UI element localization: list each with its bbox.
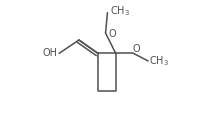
Text: OH: OH [43, 48, 58, 58]
Text: CH$_3$: CH$_3$ [149, 54, 169, 68]
Text: O: O [108, 29, 116, 39]
Text: CH$_3$: CH$_3$ [110, 5, 130, 18]
Text: O: O [133, 44, 140, 54]
